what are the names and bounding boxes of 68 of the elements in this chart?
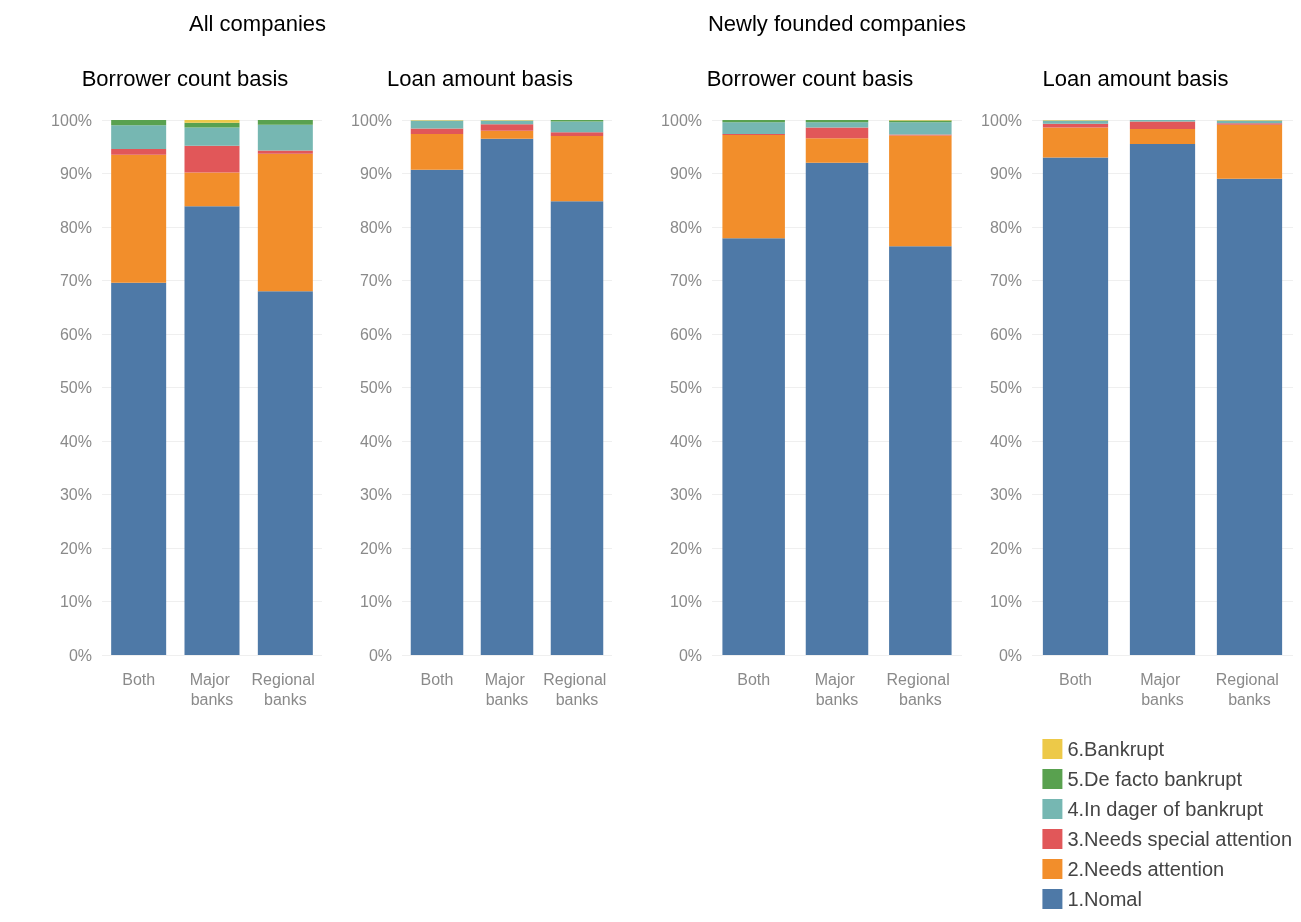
y-tick-label: 100% [981, 111, 1022, 129]
legend-label: 5.De facto bankrupt [1067, 768, 1243, 790]
text: All companies [189, 10, 326, 36]
y-tick-label: 40% [989, 432, 1022, 450]
y-tick-label: 0% [68, 646, 92, 664]
x-tick-label: Major banks [814, 670, 860, 708]
y-tick-label: 10% [989, 593, 1022, 610]
legend-label: 2.Needs attention [1067, 858, 1225, 880]
legend-label: 4.In dager of bankrupt [1067, 798, 1264, 820]
x-tick-label: Both [122, 670, 156, 688]
y-tick-label: 20% [669, 539, 702, 557]
x-tick-label: Both [1059, 670, 1092, 688]
y-tick-label: 40% [669, 432, 702, 450]
y-tick-label: 40% [359, 432, 392, 450]
y-tick-label: 80% [59, 218, 92, 236]
x-tick-label: Regional banks [251, 670, 320, 708]
y-tick-label: 70% [59, 272, 92, 289]
y-tick-label: 50% [989, 379, 1022, 396]
y-tick-label: 10% [59, 593, 92, 610]
y-tick-label: 90% [359, 165, 392, 182]
text: Newly founded companies [707, 10, 967, 36]
chart-title: Loan amount basis [387, 65, 573, 91]
y-tick-label: 70% [669, 272, 702, 289]
y-tick-label: 0% [678, 646, 702, 664]
y-tick-label: 100% [661, 111, 702, 129]
y-tick-label: 20% [989, 539, 1022, 557]
y-tick-label: 0% [368, 646, 392, 664]
chart-title: Borrower count basis [706, 65, 914, 91]
y-tick-label: 10% [669, 593, 702, 610]
y-tick-label: 20% [59, 539, 92, 557]
y-tick-label: 20% [359, 539, 392, 557]
x-tick-label: Major banks [1140, 670, 1185, 708]
y-tick-label: 60% [989, 325, 1022, 343]
legend-label: 1.Nomal [1067, 888, 1142, 910]
y-tick-label: 70% [989, 272, 1022, 289]
chart-title: Loan amount basis [1042, 65, 1229, 91]
x-tick-label: Regional banks [543, 670, 611, 708]
x-tick-label: Both [737, 670, 771, 688]
y-tick-label: 80% [669, 218, 702, 236]
x-tick-label: Both [420, 670, 454, 688]
y-tick-label: 40% [59, 432, 92, 450]
y-tick-label: 90% [989, 165, 1022, 182]
y-tick-label: 80% [989, 218, 1022, 236]
y-tick-label: 50% [669, 379, 702, 396]
x-tick-label: Regional banks [886, 670, 955, 708]
chart-title: Borrower count basis [81, 65, 289, 91]
legend-label: 3.Needs special attention [1067, 828, 1292, 850]
y-tick-label: 30% [59, 486, 92, 503]
y-tick-label: 60% [359, 325, 392, 343]
y-tick-label: 60% [669, 325, 702, 343]
y-tick-label: 30% [669, 486, 702, 503]
x-tick-label: Major banks [189, 670, 235, 708]
y-tick-label: 30% [989, 486, 1022, 503]
y-tick-label: 50% [359, 379, 392, 396]
y-tick-label: 30% [359, 486, 392, 503]
y-tick-label: 10% [359, 593, 392, 610]
y-tick-label: 90% [669, 165, 702, 182]
x-tick-label: Regional banks [1215, 670, 1284, 708]
y-tick-label: 80% [359, 218, 392, 236]
y-tick-label: 70% [359, 272, 392, 289]
legend-label: 6.Bankrupt [1067, 738, 1165, 760]
x-tick-label: Major banks [484, 670, 530, 708]
y-tick-label: 100% [351, 111, 392, 129]
y-tick-label: 60% [59, 325, 92, 343]
y-tick-label: 50% [59, 379, 92, 396]
y-tick-label: 90% [59, 165, 92, 182]
y-tick-label: 0% [998, 646, 1022, 664]
y-tick-label: 100% [51, 111, 92, 129]
